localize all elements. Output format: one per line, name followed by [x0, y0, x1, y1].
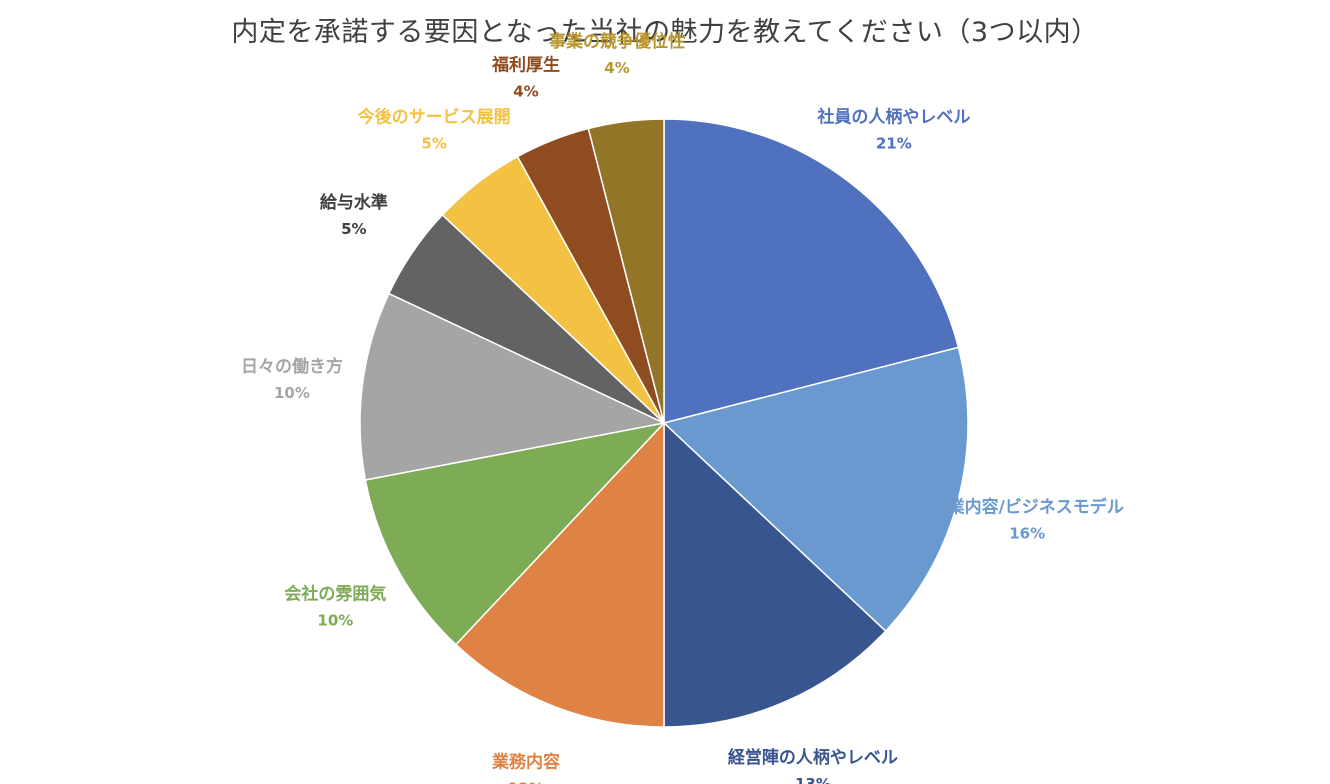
pie-slice	[364, 421, 667, 646]
slice-percent-label: 10%	[317, 612, 353, 630]
slice-percent-label: 12%	[508, 780, 544, 784]
slice-percent-label: 5%	[341, 220, 366, 238]
pie-labels: 社員の人柄やレベル 21% 事業内容/ビジネスモデル 16% 経営陣の人柄やレベル 13%…	[241, 31, 1124, 784]
slice-percent-label: 5%	[421, 135, 446, 153]
slice-label: 福利厚生	[491, 54, 560, 75]
pie-slice	[587, 118, 665, 424]
chart-title: 内定を承諾する要因となった当社の魅力を教えてください（3つ以内）	[231, 17, 1099, 48]
slice-percent-label: 4%	[513, 82, 538, 100]
pie-slice	[662, 346, 969, 633]
pie-slices	[359, 118, 969, 728]
pie-slice	[663, 118, 960, 424]
slice-label: 給与水準	[320, 192, 388, 213]
slice-label: 会社の雰囲気	[284, 584, 386, 605]
slice-label: 業務内容	[492, 752, 560, 773]
slice-label: 日々の働き方	[241, 356, 343, 377]
slice-label: 事業の競争優位性	[549, 31, 685, 52]
slice-percent-label: 16%	[1009, 524, 1045, 542]
slice-label: 今後のサービス展開	[358, 107, 511, 128]
slice-percent-label: 13%	[795, 775, 831, 784]
pie-slice	[454, 421, 665, 728]
slice-label: 経営陣の人柄やレベル	[728, 747, 898, 768]
slice-label: 事業内容/ビジネスモデル	[931, 496, 1124, 517]
slice-percent-label: 21%	[876, 135, 912, 153]
slice-percent-label: 4%	[604, 59, 629, 77]
slice-label: 社員の人柄やレベル	[816, 107, 970, 128]
pie-slice	[663, 421, 887, 728]
pie-slice	[359, 292, 667, 481]
slice-percent-label: 10%	[274, 384, 310, 402]
